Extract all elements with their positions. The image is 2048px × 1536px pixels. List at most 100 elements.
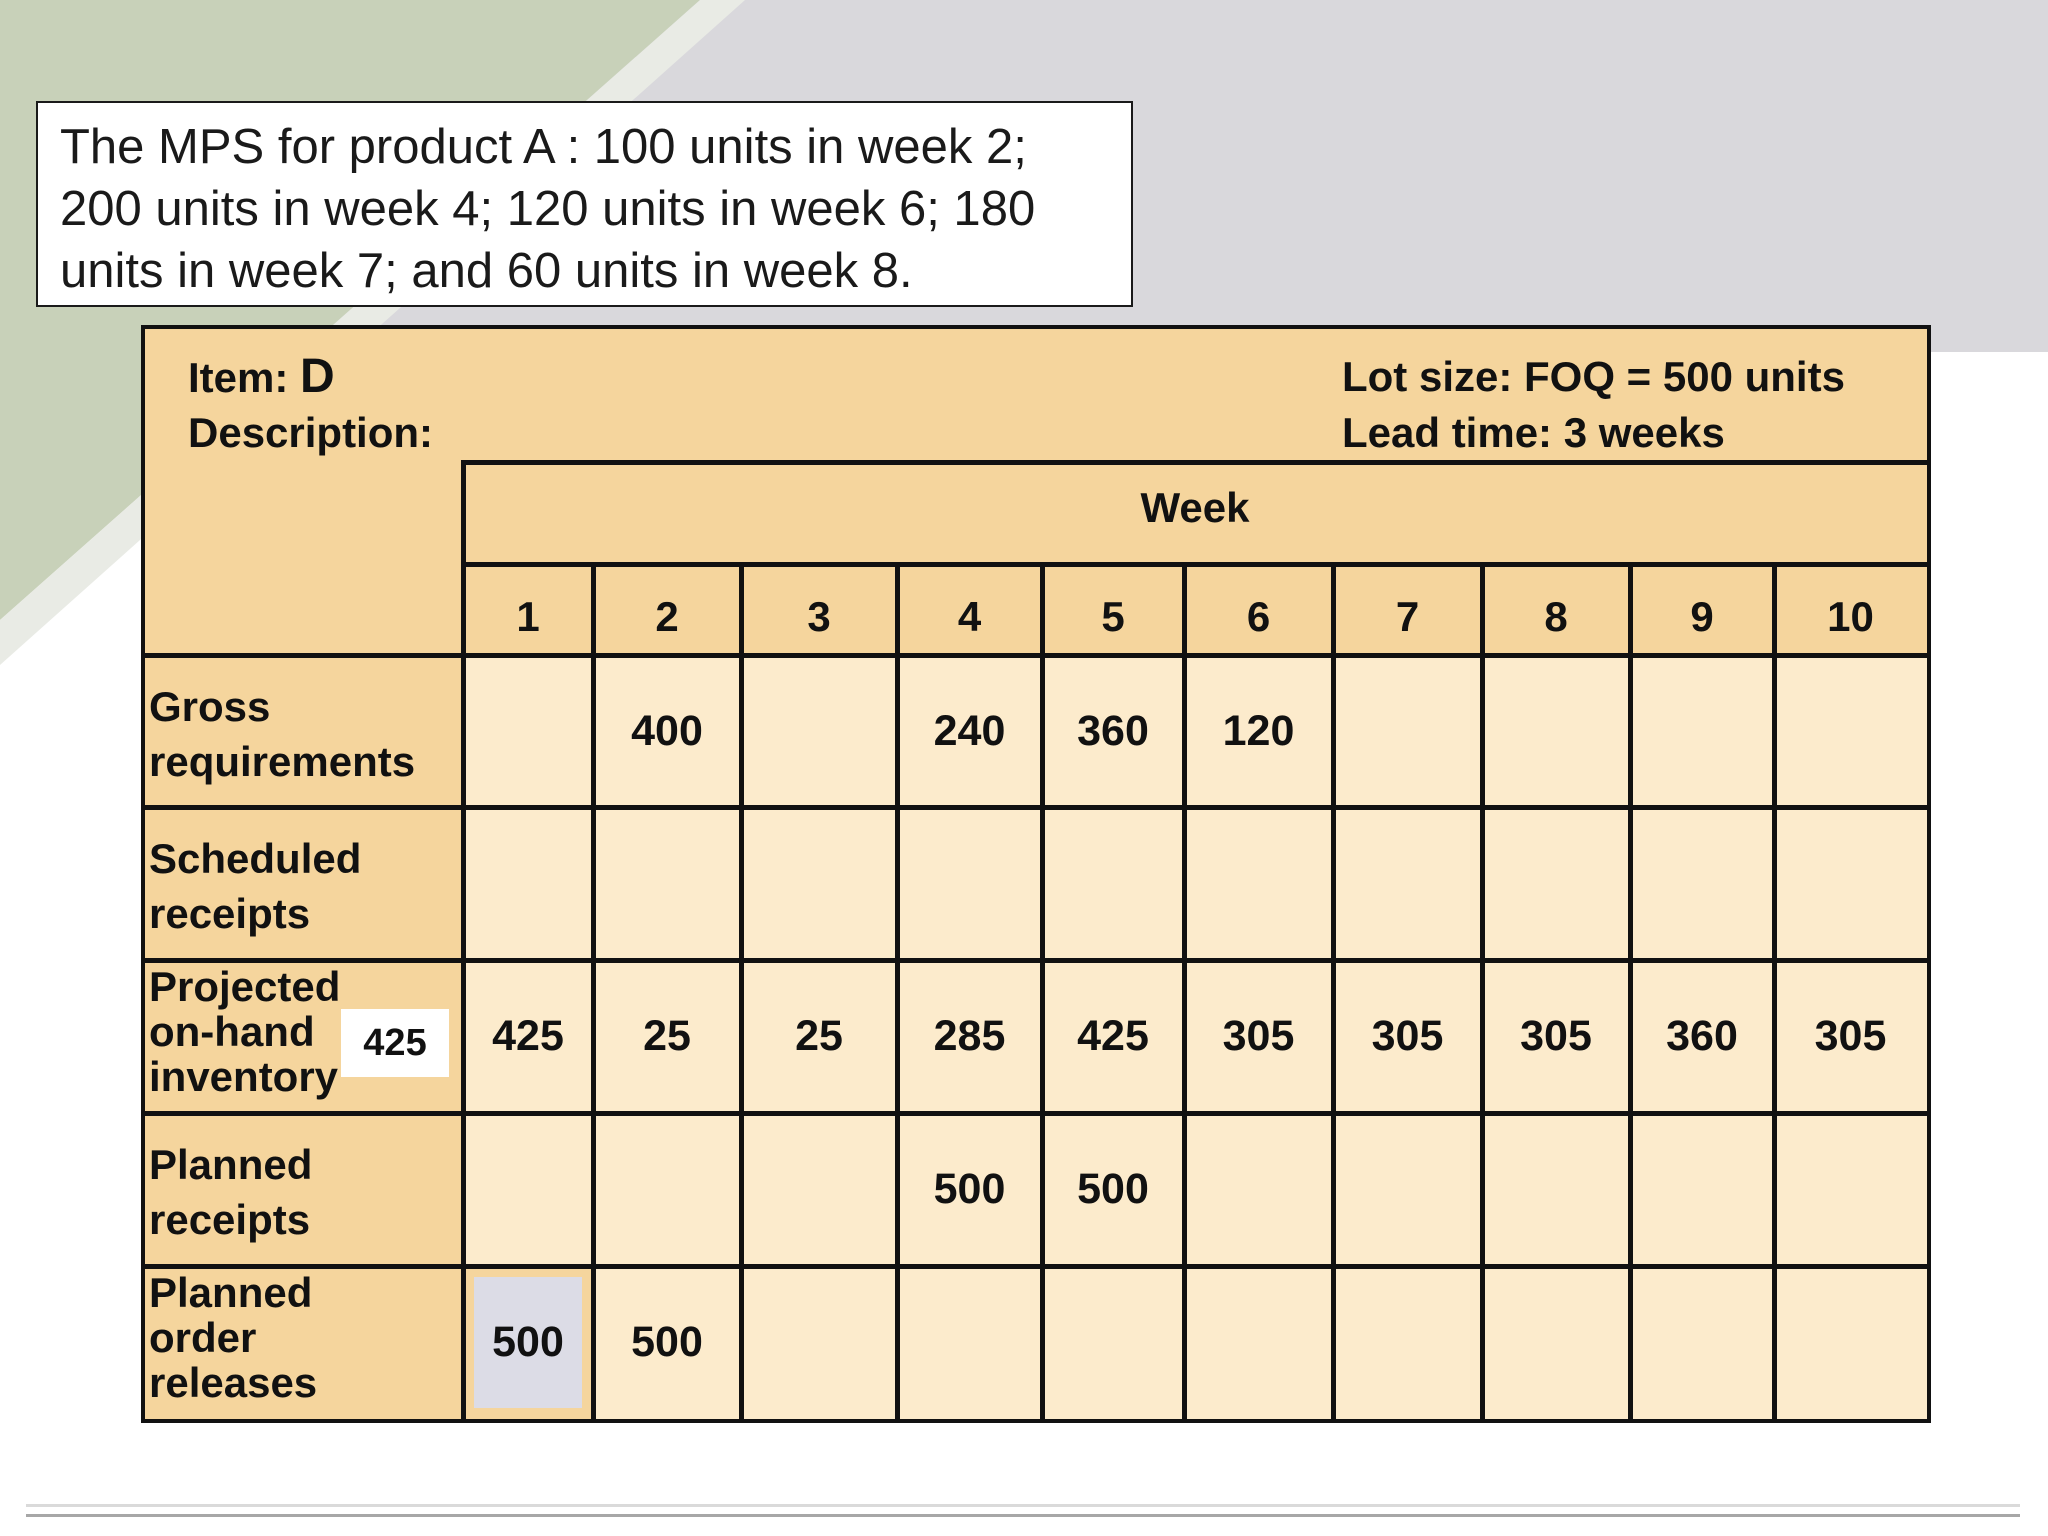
table-cell: 425 <box>1042 960 1184 1113</box>
table-cell: 120 <box>1184 655 1333 807</box>
row-label: Gross requirements <box>149 655 463 807</box>
table-cell <box>1333 807 1482 960</box>
table-cell <box>1630 807 1774 960</box>
table-cell <box>1630 1266 1774 1419</box>
table-cell: 285 <box>897 960 1042 1113</box>
grid-line <box>461 460 466 1419</box>
table-cell <box>1482 1113 1630 1266</box>
mps-statement-box: The MPS for product A : 100 units in wee… <box>36 101 1133 307</box>
item-label: Item: <box>188 354 289 401</box>
grid-line <box>463 562 1927 567</box>
row-label-line: Planned <box>149 1141 313 1188</box>
table-cell: 500 <box>593 1266 741 1419</box>
row-label: Scheduled receipts <box>149 807 463 960</box>
footer-divider <box>26 1514 2020 1517</box>
table-cell <box>897 1266 1042 1419</box>
table-cell <box>1333 655 1482 807</box>
row-label-line: releases <box>149 1359 318 1406</box>
table-cell: 305 <box>1184 960 1333 1113</box>
item-line: Item: D <box>188 349 335 405</box>
table-cell <box>1333 1266 1482 1419</box>
week-number: 5 <box>1101 593 1125 640</box>
grid-line <box>145 805 1927 810</box>
grid-line <box>145 1111 1927 1116</box>
table-cell: 400 <box>593 655 741 807</box>
mps-line: units in week 7; and 60 units in week 8. <box>60 244 913 298</box>
table-cell <box>741 1266 897 1419</box>
grid-line <box>739 562 744 1419</box>
week-number: 10 <box>1827 593 1874 640</box>
table-cell <box>741 655 897 807</box>
table-cell <box>593 1113 741 1266</box>
grid-line <box>1331 562 1336 1419</box>
table-cell: 305 <box>1482 960 1630 1113</box>
row-label-line: receipts <box>149 1196 311 1243</box>
row-label-line: inventory <box>149 1053 339 1100</box>
mrp-record-table: Item: D Description: Lot size: FOQ = 500… <box>141 325 1931 1423</box>
table-cell <box>1042 807 1184 960</box>
table-cell <box>1184 1266 1333 1419</box>
table-cell <box>741 807 897 960</box>
row-label-line: Projected <box>149 963 341 1010</box>
week-number: 8 <box>1544 593 1568 640</box>
row-label-line: Scheduled <box>149 835 362 882</box>
grid-line <box>1772 562 1777 1419</box>
mps-line: The MPS for product A : 100 units in wee… <box>60 120 1027 174</box>
row-label: Planned order releases <box>149 1266 463 1419</box>
table-cell <box>593 807 741 960</box>
week-number: 1 <box>516 593 540 640</box>
week-number: 6 <box>1246 593 1271 640</box>
table-cell: 500 <box>474 1277 582 1408</box>
table-cell <box>463 655 593 807</box>
lead-time-label: Lead time: 3 weeks <box>1342 409 1725 456</box>
week-number: 3 <box>807 593 831 640</box>
table-cell: 240 <box>897 655 1042 807</box>
week-number: 2 <box>655 593 679 640</box>
week-number: 9 <box>1690 593 1714 640</box>
grid-line <box>895 562 900 1419</box>
mps-line: 200 units in week 4; 120 units in week 6… <box>60 182 1036 236</box>
table-cell <box>1774 1113 1927 1266</box>
table-cell: 500 <box>897 1113 1042 1266</box>
grid-line <box>463 460 1927 465</box>
week-number: 4 <box>957 593 982 640</box>
grid-line <box>591 562 596 1419</box>
table-cell: 360 <box>1042 655 1184 807</box>
table-cell <box>741 1113 897 1266</box>
table-cell <box>1482 655 1630 807</box>
grid-line <box>1480 562 1485 1419</box>
grid-line <box>1040 562 1045 1419</box>
table-cell <box>1630 655 1774 807</box>
row-label-line: requirements <box>149 738 416 785</box>
item-code: D <box>300 350 335 403</box>
row-label-line: Planned <box>149 1269 313 1316</box>
table-cell <box>1774 807 1927 960</box>
grid-line <box>145 1264 1927 1269</box>
table-cell: 25 <box>741 960 897 1113</box>
table-cell: 25 <box>593 960 741 1113</box>
table-cell <box>1184 1113 1333 1266</box>
footer-divider <box>26 1504 2020 1507</box>
description-label: Description: <box>188 409 434 456</box>
table-cell: 305 <box>1333 960 1482 1113</box>
row-label-line: order <box>149 1314 257 1361</box>
row-label: Planned receipts <box>149 1113 463 1266</box>
table-cell: 425 <box>463 960 593 1113</box>
table-cell <box>897 807 1042 960</box>
row-label-line: on-hand <box>149 1008 315 1055</box>
table-cell <box>463 807 593 960</box>
week-number: 7 <box>1395 593 1420 640</box>
table-cell <box>1774 1266 1927 1419</box>
table-cell <box>1630 1113 1774 1266</box>
row-label-line: Gross <box>149 683 271 730</box>
table-cell <box>1333 1113 1482 1266</box>
grid-line <box>1182 562 1187 1419</box>
table-cell <box>1482 1266 1630 1419</box>
table-cell: 500 <box>1042 1113 1184 1266</box>
table-cell <box>1184 807 1333 960</box>
grid-line <box>145 653 1927 658</box>
lot-size-label: Lot size: FOQ = 500 units <box>1342 353 1845 400</box>
table-cell <box>1482 807 1630 960</box>
table-cell <box>1774 655 1927 807</box>
grid-line <box>1628 562 1633 1419</box>
